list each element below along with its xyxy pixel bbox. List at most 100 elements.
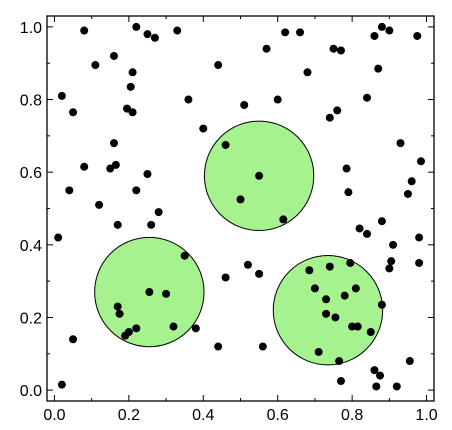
data-point: [392, 382, 401, 391]
data-point: [370, 31, 379, 40]
x-tick-label: 0.4: [192, 407, 214, 424]
x-tick-label: 0.2: [118, 407, 140, 424]
data-point: [109, 139, 118, 148]
data-point: [329, 44, 338, 53]
data-point: [279, 215, 288, 224]
data-point: [128, 108, 137, 117]
data-point: [396, 139, 405, 148]
data-point: [333, 106, 342, 115]
data-point: [80, 162, 89, 171]
data-point: [348, 322, 357, 331]
data-point: [243, 260, 252, 269]
data-point: [346, 258, 355, 267]
data-point: [336, 377, 345, 386]
data-point: [184, 95, 193, 104]
data-point: [113, 302, 122, 311]
data-point: [147, 220, 156, 229]
data-point: [340, 291, 349, 300]
data-point: [154, 208, 163, 217]
data-point: [132, 22, 141, 31]
data-point: [80, 26, 89, 35]
data-point: [314, 347, 323, 356]
data-point: [415, 233, 424, 242]
data-point: [132, 186, 141, 195]
data-point: [126, 82, 135, 91]
data-point: [351, 284, 360, 293]
data-point: [335, 357, 344, 366]
data-point: [413, 31, 422, 40]
data-point: [132, 324, 141, 333]
data-point: [374, 64, 383, 73]
data-point: [221, 273, 230, 282]
data-point: [407, 177, 416, 186]
data-point: [377, 300, 386, 309]
y-tick-label: 0.4: [20, 238, 42, 255]
data-point: [281, 28, 290, 37]
data-point: [405, 357, 414, 366]
data-point: [310, 284, 319, 293]
data-point: [305, 266, 314, 275]
data-points: [54, 22, 425, 391]
data-point: [355, 224, 364, 233]
data-point: [111, 160, 120, 169]
y-tick-label: 0.2: [20, 310, 42, 327]
data-point: [415, 258, 424, 267]
data-point: [240, 100, 249, 109]
data-point: [322, 295, 331, 304]
data-point: [115, 309, 124, 318]
data-point: [273, 95, 282, 104]
data-point: [385, 26, 394, 35]
data-point: [65, 186, 74, 195]
data-point: [296, 28, 305, 37]
x-tick-label: 0.8: [341, 407, 363, 424]
data-point: [377, 217, 386, 226]
data-point: [336, 46, 345, 55]
data-point: [113, 220, 122, 229]
data-point: [370, 366, 379, 375]
data-point: [69, 335, 78, 344]
data-point: [366, 327, 375, 336]
y-tick-label: 0.6: [20, 165, 42, 182]
circle-region-3: [272, 254, 384, 366]
x-tick-label: 1.0: [415, 407, 437, 424]
data-point: [389, 240, 398, 249]
y-axis: 0.0 0.2 0.4 0.6 0.8 1.0: [20, 20, 434, 400]
data-point: [143, 30, 152, 39]
data-point: [57, 380, 66, 389]
data-point: [145, 288, 154, 297]
data-point: [69, 108, 78, 117]
data-point: [376, 371, 385, 380]
y-tick-label: 0.0: [20, 383, 42, 400]
data-point: [54, 233, 63, 242]
data-point: [173, 26, 182, 35]
data-point: [191, 324, 200, 333]
data-point: [363, 229, 372, 238]
data-point: [214, 342, 223, 351]
x-tick-label: 0.0: [43, 407, 65, 424]
data-point: [169, 322, 178, 331]
y-tick-label: 1.0: [20, 20, 42, 37]
data-point: [180, 251, 189, 260]
data-point: [150, 33, 159, 42]
data-point: [363, 93, 372, 102]
data-point: [322, 309, 331, 318]
data-point: [372, 382, 381, 391]
data-point: [416, 157, 425, 166]
data-point: [128, 68, 137, 77]
data-point: [236, 195, 245, 204]
data-point: [403, 189, 412, 198]
x-tick-label: 0.6: [267, 407, 289, 424]
data-point: [199, 124, 208, 133]
data-point: [331, 313, 340, 322]
data-point: [325, 113, 334, 122]
data-point: [344, 188, 353, 197]
data-point: [143, 169, 152, 178]
data-point: [109, 51, 118, 60]
data-point: [162, 289, 171, 298]
data-point: [258, 342, 267, 351]
data-point: [91, 61, 100, 70]
data-point: [303, 68, 312, 77]
data-point: [124, 327, 133, 336]
y-tick-label: 0.8: [20, 93, 42, 110]
